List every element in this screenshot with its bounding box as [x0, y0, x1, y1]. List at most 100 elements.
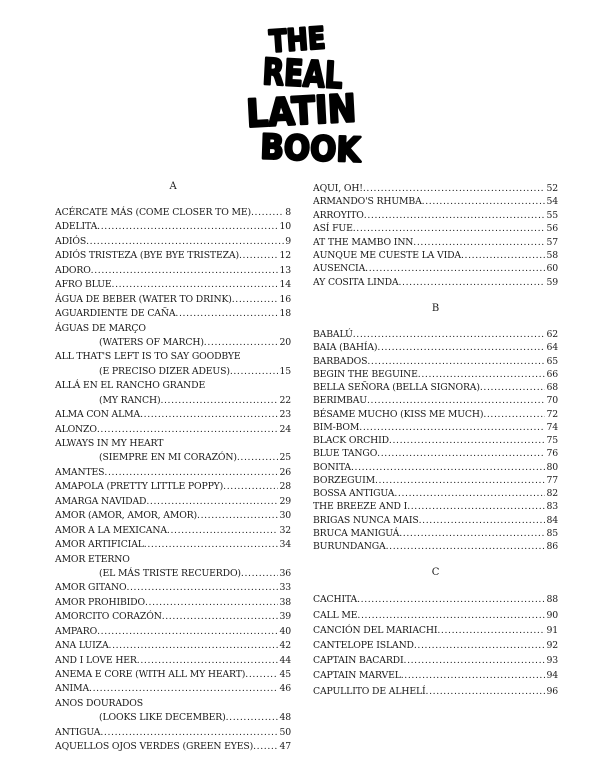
- entry-title: ÁGUA DE BEBER (WATER TO DRINK): [55, 293, 232, 305]
- entry-title: AUNQUE ME CUESTE LA VIDA: [313, 249, 461, 261]
- page-number: 56: [546, 223, 558, 235]
- entry-title: BRUCA MANIGUÁ: [313, 527, 400, 539]
- index-entry-multiline: ALL THAT'S LEFT IS TO SAY GOODBYE (E PREC…: [55, 350, 291, 379]
- page-number: 48: [279, 712, 291, 724]
- index-entry: AMAPOLA (PRETTY LITTLE POPPY)...........…: [55, 480, 291, 494]
- dot-leader: ........................................…: [111, 279, 279, 291]
- entry-title: ADIÓS TRISTEZA (BYE BYE TRISTEZA): [55, 250, 239, 262]
- entry-title: BURUNDANGA: [313, 541, 386, 553]
- entry-title: CAPTAIN MARVEL: [313, 670, 401, 682]
- dot-leader: ........................................…: [225, 712, 279, 724]
- entry-title: ALL THAT'S LEFT IS TO SAY GOODBYE: [55, 351, 241, 363]
- page-number: 39: [279, 611, 291, 623]
- index-entry-multiline: AMOR ETERNO (EL MÁS TRISTE RECUERDO).....…: [55, 553, 291, 582]
- index-entry: ADELITA.................................…: [55, 220, 291, 234]
- dot-leader: ........................................…: [229, 365, 279, 377]
- dot-leader: ........................................…: [160, 394, 278, 406]
- index-entry: AT THE MAMBO INN........................…: [313, 236, 558, 249]
- index-entry: ÁGUA DE BEBER (WATER TO DRINK)..........…: [55, 293, 291, 307]
- page-number: 57: [546, 236, 558, 248]
- dot-leader: ........................................…: [362, 183, 546, 194]
- index-entry: ACÉRCATE MÁS (COME CLOSER TO ME)........…: [55, 206, 291, 220]
- dot-leader: ........................................…: [197, 510, 279, 522]
- entry-title: ALWAYS IN MY HEART: [55, 438, 164, 449]
- entry-title: BAIA (BAHÍA): [313, 342, 378, 354]
- dot-leader: ........................................…: [367, 395, 545, 407]
- dot-leader: ........................................…: [479, 382, 546, 394]
- page-number: 9: [285, 235, 291, 247]
- dot-leader: ........................................…: [140, 409, 279, 421]
- index-entry: AMANTES.................................…: [55, 466, 291, 480]
- svg-text:REAL: REAL: [262, 52, 344, 97]
- entry-title: BLUE TANGO: [313, 448, 378, 460]
- entry-title: BOSSA ANTIGUA: [313, 488, 395, 500]
- entry-title: ADELITA: [55, 221, 98, 233]
- entry-title: BEGIN THE BEGUINE: [313, 368, 418, 380]
- dot-leader: ........................................…: [377, 448, 546, 460]
- dot-leader: ........................................…: [136, 654, 279, 666]
- page-number: 22: [279, 394, 291, 406]
- entry-title: ALMA CON ALMA: [55, 409, 141, 421]
- dot-leader: ........................................…: [400, 670, 546, 682]
- index-entry: BARBADOS................................…: [313, 355, 558, 368]
- dot-leader: ........................................…: [161, 611, 279, 623]
- entry-title: (LOOKS LIKE DECEMBER): [99, 712, 226, 724]
- index-entry-multiline: ÁGUAS DE MARÇO (WATERS OF MARCH).........…: [55, 322, 291, 351]
- page-number: 14: [279, 279, 291, 291]
- page-number: 28: [279, 481, 291, 493]
- dot-leader: ........................................…: [144, 596, 279, 608]
- dot-leader: ........................................…: [413, 639, 546, 651]
- index-entry: BONITA..................................…: [313, 461, 558, 474]
- entry-title: AMORCITO CORAZÓN: [55, 611, 162, 623]
- page-number: 8: [285, 207, 291, 218]
- dot-leader: ........................................…: [100, 726, 279, 738]
- page-number: 77: [546, 474, 558, 486]
- entry-title: CALL ME: [313, 609, 358, 621]
- dot-leader: ........................................…: [108, 640, 279, 652]
- dot-leader: ........................................…: [90, 264, 279, 276]
- page-number: 66: [546, 368, 558, 380]
- dot-leader: ........................................…: [421, 196, 546, 208]
- dot-leader: ........................................…: [363, 209, 546, 221]
- page-number: 84: [546, 514, 558, 526]
- index-entry-multiline: ALLÁ EN EL RANCHO GRANDE (MY RANCH)......…: [55, 379, 291, 408]
- index-entry: BLUE TANGO..............................…: [313, 447, 558, 460]
- page-number: 70: [546, 395, 558, 407]
- index-entry: BÉSAME MUCHO (KISS ME MUCH).............…: [313, 408, 558, 421]
- dot-leader: ........................................…: [126, 582, 279, 594]
- page-number: 94: [546, 670, 558, 682]
- index-entry: BRIGAS NUNCA MAIS.......................…: [313, 514, 558, 527]
- index-entry-multiline: ALWAYS IN MY HEART (SIEMPRE EN MI CORAZÓN…: [55, 437, 291, 466]
- dot-leader: ........................................…: [417, 368, 546, 380]
- page-number: 58: [546, 249, 558, 261]
- index-entry: THE BREEZE AND I........................…: [313, 500, 558, 513]
- dot-leader: ........................................…: [104, 466, 279, 478]
- entry-title: AMOR ETERNO: [55, 553, 130, 565]
- page-number: 59: [546, 276, 558, 288]
- index-entry: CANTELOPE ISLAND........................…: [313, 638, 558, 653]
- page-number: 85: [546, 527, 558, 539]
- entry-title: BIM-BOM: [313, 421, 360, 433]
- index-entry: ASÍ FUE.................................…: [313, 222, 558, 235]
- index-entry: ADIÓS TRISTEZA (BYE BYE TRISTEZA).......…: [55, 249, 291, 263]
- index-entry: AQUELLOS OJOS VERDES (GREEN EYES).......…: [55, 740, 291, 754]
- page-number: 54: [546, 196, 558, 208]
- dot-leader: ........................................…: [399, 527, 545, 539]
- dot-leader: ........................................…: [350, 461, 546, 473]
- entry-title: AMAPOLA (PRETTY LITTLE POPPY): [55, 481, 224, 493]
- page-number: 74: [546, 421, 558, 433]
- entry-title: (E PRECISO DIZER ADEUS): [99, 365, 230, 377]
- entry-title: ALONZO: [55, 423, 97, 435]
- page-number: 13: [279, 264, 291, 276]
- entry-title: ADIÓS: [55, 235, 87, 247]
- index-entry: (WATERS OF MARCH).......................…: [55, 336, 291, 350]
- entry-title: CANCIÓN DEL MARIACHI: [313, 624, 438, 636]
- index-entry: CAPTAIN MARVEL..........................…: [313, 668, 558, 683]
- entry-title: (SIEMPRE EN MI CORAZÓN): [99, 452, 237, 464]
- index-column-right: AQUI, OH!...............................…: [313, 180, 558, 699]
- dot-leader: ........................................…: [89, 683, 278, 695]
- index-entry: (SIEMPRE EN MI CORAZÓN).................…: [55, 451, 291, 465]
- index-entry: AY COSITA LINDA.........................…: [313, 276, 558, 289]
- index-entry: BURUNDANGA..............................…: [313, 540, 558, 553]
- page-number: 26: [279, 466, 291, 478]
